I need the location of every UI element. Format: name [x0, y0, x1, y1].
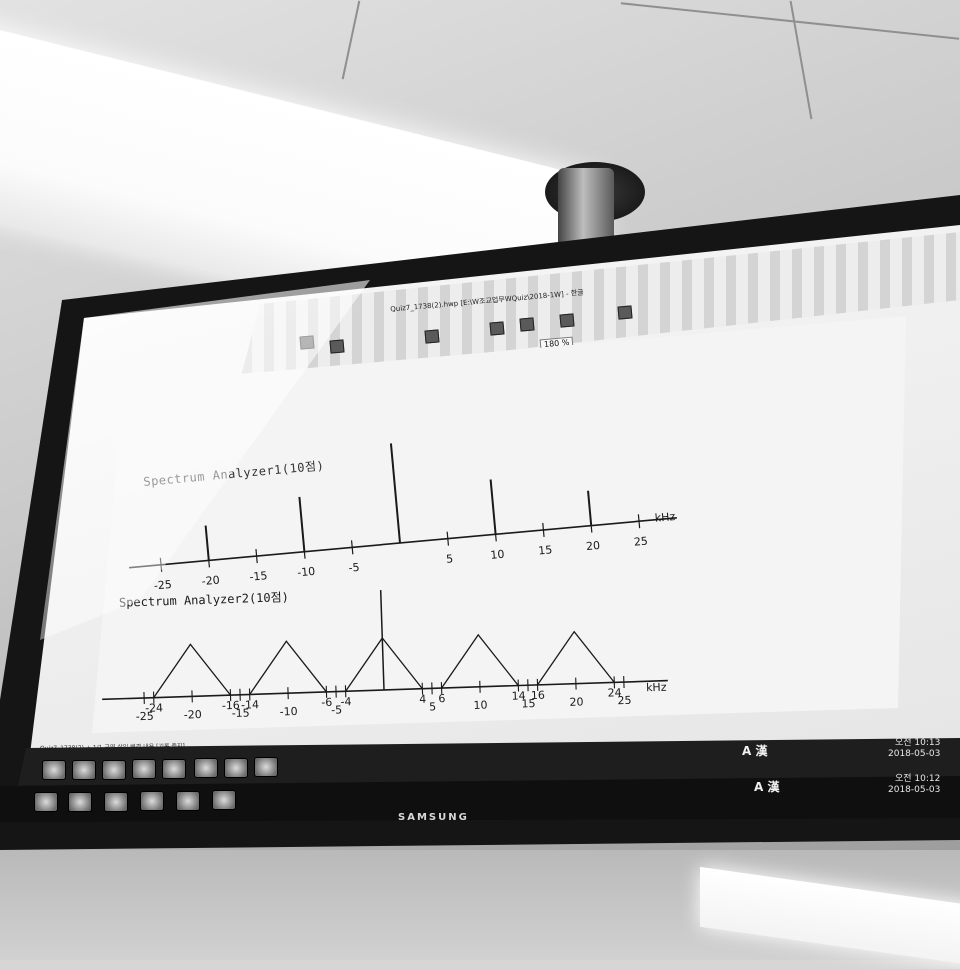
- chart2-tick-label: -24: [145, 701, 163, 715]
- chart1-tick: [543, 523, 544, 537]
- chart2-tick-label: 20: [569, 695, 583, 708]
- chart1-spectral-line: [588, 491, 591, 526]
- chart2-tick-label: -14: [241, 698, 259, 712]
- folder-icon[interactable]: [68, 792, 92, 812]
- chart2-tick-label: 6: [438, 692, 445, 705]
- chart1-tick-label: -20: [201, 574, 220, 589]
- chart2-tick-label: -4: [340, 695, 351, 708]
- firefox-icon[interactable]: [254, 757, 278, 777]
- chart2-triangle: [248, 640, 326, 695]
- internet-explorer-icon[interactable]: [34, 792, 58, 812]
- ime-indicator-bottom[interactable]: A 漢: [754, 778, 779, 795]
- maps-icon[interactable]: [176, 791, 200, 811]
- explorer-icon[interactable]: [102, 760, 126, 780]
- chart1-tick-label: 10: [490, 548, 505, 562]
- chart2-tick-label: -10: [279, 705, 297, 719]
- chrome-icon[interactable]: [194, 758, 218, 778]
- tray-clock-bottom[interactable]: 오전 10:12 2018-05-03: [888, 774, 940, 796]
- browser-icon[interactable]: [72, 760, 96, 780]
- chart1-tick-label: 25: [633, 535, 648, 549]
- chart2-tick-label: 25: [617, 694, 631, 707]
- tray-clock-top[interactable]: 오전 10:13 2018-05-03: [888, 738, 940, 760]
- chart1-tick: [256, 549, 257, 563]
- chart1-tick-label: -10: [297, 565, 316, 580]
- tray-time-top: 오전 10:13: [888, 738, 940, 749]
- chart2-tick-label: -20: [184, 708, 202, 722]
- chart2-tick-label: 10: [473, 699, 487, 712]
- chart2-triangle: [440, 634, 518, 689]
- chrome-icon[interactable]: [104, 792, 128, 812]
- chart1-tick-label: 20: [586, 539, 601, 553]
- chart2-unit-label: kHz: [646, 681, 667, 695]
- document-app-icon[interactable]: [162, 759, 186, 779]
- chart1-tick-label: -25: [153, 578, 172, 593]
- chart1-spectral-line: [491, 480, 496, 535]
- start-icon[interactable]: [42, 760, 66, 780]
- teamviewer-icon[interactable]: [212, 790, 236, 810]
- spectrum-analyzer-2: Spectrum Analyzer2(10점) -25-24-20-16-15-…: [99, 578, 669, 725]
- hwp-app-icon[interactable]: [132, 759, 156, 779]
- chart2-triangle: [152, 643, 230, 698]
- chart1-tick-label: -15: [249, 569, 268, 584]
- monitor-brand-logo: SAMSUNG: [398, 812, 469, 823]
- chart2-tick-label: 16: [531, 689, 545, 702]
- chart1-tick-label: -5: [348, 561, 360, 575]
- chart1-spectral-line: [299, 497, 304, 552]
- chart2-tick-label: 5: [429, 700, 436, 713]
- tray-date-bottom: 2018-05-03: [888, 785, 940, 796]
- chart1-tick-label: 15: [538, 543, 553, 557]
- chart1-tick: [638, 514, 639, 528]
- chart1-tick: [352, 540, 353, 554]
- ime-indicator-top[interactable]: A 漢: [742, 742, 767, 759]
- chart1-tick-label: 5: [446, 552, 454, 566]
- chart2-triangle: [536, 630, 614, 685]
- chart1-spectral-line: [391, 443, 400, 543]
- tray-date-top: 2018-05-03: [888, 749, 940, 760]
- chart2-tick-label: 4: [419, 693, 426, 706]
- tray-time-bottom: 오전 10:12: [888, 774, 940, 785]
- pdf-icon[interactable]: [224, 758, 248, 778]
- script-app-icon[interactable]: [140, 791, 164, 811]
- chart1-unit-label: kHz: [654, 510, 676, 525]
- chart1-spectral-line: [206, 526, 209, 561]
- chart1-tick: [447, 532, 448, 546]
